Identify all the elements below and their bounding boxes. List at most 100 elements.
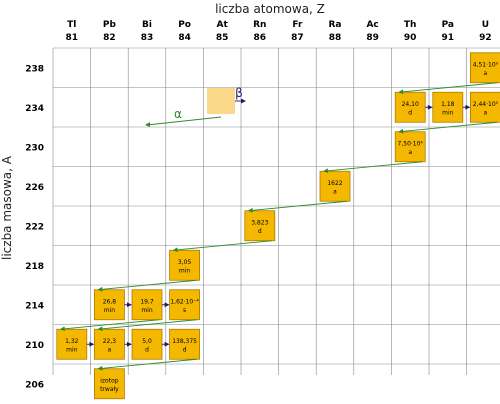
nuclide-box-rect: [169, 249, 201, 281]
legend-nuclide-box: [207, 88, 235, 114]
mass-tick-label: 206: [25, 380, 44, 390]
beta-decay-arrow-head: [89, 341, 95, 347]
element-symbol: U: [482, 20, 489, 30]
decay-legend: α β: [145, 86, 246, 127]
element-symbol: Ac: [366, 20, 378, 30]
nuclide-box: 4,51·10⁹ a: [469, 52, 500, 84]
atomic-number: 86: [254, 33, 267, 43]
element-symbol: Fr: [292, 20, 303, 30]
nuclide-box: 5,0d: [131, 328, 163, 360]
element-headers: Tl 81 Pb 82 Bi 83 Po 84 At 85 Rn 86 Fr 87 Ra 88 Ac 89 Th 90…: [66, 20, 492, 43]
alpha-decay-arrow: [403, 82, 498, 93]
mass-tick-label: 226: [25, 183, 44, 193]
atomic-number: 84: [178, 33, 191, 43]
atomic-number: 87: [291, 33, 304, 43]
alpha-decay-arrow: [102, 319, 197, 330]
mass-tick-label: 238: [25, 64, 44, 74]
alpha-decay-arrow-head: [97, 326, 103, 332]
mass-tick-label: 222: [25, 222, 44, 232]
half-life-unit: a: [108, 346, 112, 353]
half-life-unit: a: [333, 188, 337, 195]
half-life-unit: s: [183, 307, 186, 314]
mass-tick-label: 218: [25, 262, 44, 272]
beta-decay-arrow-head: [127, 302, 132, 308]
element-symbol: Bi: [142, 20, 152, 30]
half-life-unit: min: [104, 307, 116, 314]
half-life-value: 1,32: [65, 338, 79, 345]
beta-decay-arrow-head: [164, 341, 170, 347]
nuclide-box-rect: [169, 328, 201, 360]
half-life-value: 3,823: [251, 219, 268, 226]
nuclide-box: 19,7 min: [131, 289, 163, 321]
half-life-value: izotop: [100, 377, 119, 384]
mass-tick-label: 210: [25, 341, 44, 351]
half-life-unit: a: [408, 149, 412, 156]
element-symbol: Rn: [253, 20, 266, 30]
decay-arrows: [59, 82, 498, 371]
half-life-unit: d: [258, 228, 262, 235]
nuclide-box: 26,8 min: [94, 289, 125, 321]
half-life-unit: min: [66, 346, 78, 353]
half-life-value: 2,44·10⁵: [473, 101, 499, 108]
beta-decay-arrow-head: [465, 104, 471, 110]
half-life-value: 22,3: [103, 338, 117, 345]
legend-alpha-arrowhead: [145, 122, 150, 127]
alpha-decay-arrow: [177, 240, 272, 251]
nuclide-box-rect: [469, 52, 500, 84]
legend-beta-label: β: [235, 86, 243, 100]
alpha-decay-arrow-head: [97, 365, 103, 371]
mass-tick-label: 230: [25, 143, 44, 153]
alpha-decay-arrow: [64, 319, 160, 330]
legend-alpha-label: α: [174, 107, 182, 121]
atomic-number: 91: [442, 33, 455, 43]
half-life-unit: d: [408, 109, 412, 116]
mass-number-ticks: 238 234 230 226 222 218 214 210 206: [25, 64, 44, 390]
nuclide-box: 22,3a: [94, 328, 125, 360]
alpha-decay-arrow-head: [398, 128, 404, 134]
half-life-unit: d: [183, 346, 187, 353]
nuclide-box-rect: [94, 368, 125, 400]
nuclide-box: 24,10d: [394, 91, 426, 123]
legend-alpha-arrow: [146, 116, 222, 126]
alpha-decay-arrow-head: [247, 207, 254, 213]
half-life-value: 5,0: [142, 338, 152, 345]
element-symbol: Po: [178, 20, 191, 30]
alpha-decay-arrow-head: [97, 286, 103, 292]
alpha-decay-arrow: [327, 161, 423, 172]
y-axis-title: liczba masowa, A: [0, 155, 14, 260]
half-life-value: 1,18: [441, 101, 455, 108]
mass-tick-label: 214: [25, 301, 44, 311]
atomic-number: 85: [216, 33, 229, 43]
beta-decay-arrow-head: [427, 104, 433, 110]
element-symbol: Pa: [442, 20, 454, 30]
nuclide-box-rect: [56, 328, 88, 360]
half-life-value: 138,375: [172, 338, 197, 345]
beta-decay-arrow-head: [127, 341, 132, 347]
half-life-value: 1,62·10⁻⁴: [170, 298, 199, 305]
legend-beta-arrowhead: [241, 98, 246, 104]
beta-decay-arrow-head: [164, 302, 170, 308]
nuclide-box: 1,62·10⁻⁴ s: [169, 289, 201, 321]
element-symbol: At: [217, 20, 229, 30]
atomic-number: 82: [103, 33, 116, 43]
alpha-decay-arrow-head: [398, 89, 404, 95]
half-life-value: 1622: [327, 180, 342, 187]
alpha-decay-arrow: [403, 121, 498, 132]
nuclide-box-rect: [131, 328, 163, 360]
mass-tick-label: 234: [25, 104, 44, 114]
nuclide-box: izotop trwały: [94, 368, 125, 400]
atomic-number: 88: [329, 33, 342, 43]
nuclide-box-rect: [319, 170, 351, 202]
nuclide-box-rect: [244, 210, 276, 242]
atomic-number: 92: [479, 33, 492, 43]
nuclide-box-rect: [469, 91, 500, 123]
half-life-unit: min: [179, 267, 191, 274]
element-symbol: Ra: [328, 20, 341, 30]
half-life-unit: min: [141, 307, 153, 314]
